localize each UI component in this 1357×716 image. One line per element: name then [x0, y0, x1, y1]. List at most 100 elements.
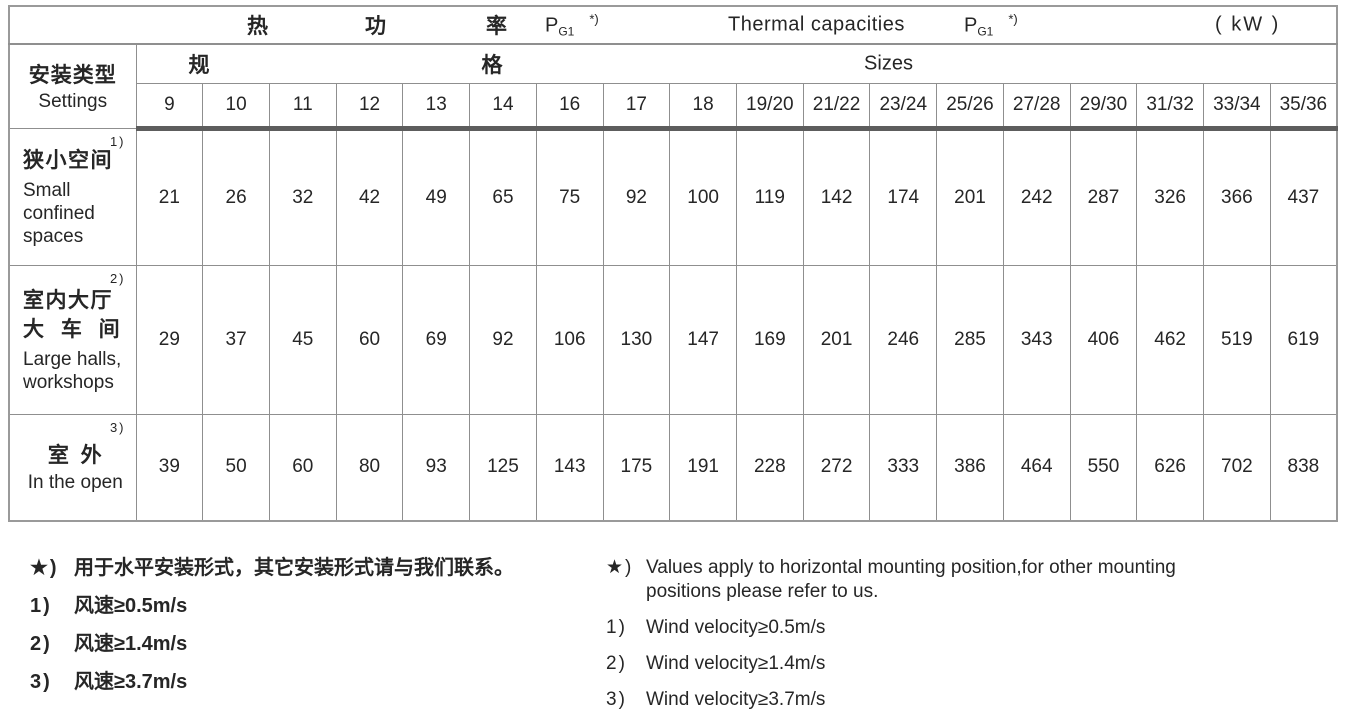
value-cell: 386 — [936, 413, 1004, 522]
value-cell: 142 — [802, 127, 871, 266]
title-zh-char-2: 功 — [365, 15, 386, 38]
value-cell: 69 — [402, 264, 471, 415]
settings-label-zh: 安装类型 — [28, 64, 117, 88]
value-cell: 343 — [1002, 264, 1071, 415]
row-small-confined-spaces: 1) 狭小空间 Small confined spaces 21 26 32 42 49… — [8, 127, 1338, 266]
value-cell: 242 — [1002, 127, 1071, 266]
size-header-cell: 13 — [402, 82, 471, 131]
star-mark: ★) — [30, 557, 59, 579]
row-label-zh: 室 外 — [47, 443, 103, 467]
size-header-cell: 11 — [268, 82, 337, 131]
value-cell: 106 — [535, 264, 604, 415]
value-cell: 272 — [802, 413, 871, 522]
sizes-band-cell: 规 格 Sizes — [135, 43, 1338, 84]
title-english: Thermal capacities — [728, 13, 905, 36]
symbol-pg1-en: PG1*) — [964, 11, 1018, 39]
value-cell: 26 — [202, 127, 270, 266]
value-cell: 60 — [268, 413, 337, 522]
size-header-cell: 19/20 — [735, 82, 804, 131]
value-cell: 191 — [669, 413, 737, 522]
size-header-cell: 23/24 — [869, 82, 938, 131]
value-cell: 838 — [1269, 413, 1338, 522]
size-header-cell: 12 — [335, 82, 404, 131]
row-in-the-open: 3) 室 外 In the open 39 50 60 80 93 125 143 175 19… — [8, 413, 1338, 522]
row-label-zh: 狭小空间 — [23, 148, 113, 172]
value-cell: 406 — [1069, 264, 1138, 415]
star-mark: ★) — [606, 557, 634, 578]
value-cell: 93 — [402, 413, 471, 522]
value-cell: 65 — [469, 127, 537, 266]
size-header-cell: 31/32 — [1136, 82, 1204, 131]
value-cell: 201 — [936, 127, 1004, 266]
settings-label-en: Settings — [38, 91, 108, 113]
footnote-star-en: ★) Values apply to horizontal mounting p… — [606, 557, 1176, 602]
size-header-cell: 9 — [135, 82, 204, 131]
spec-char-1: 规 — [188, 53, 210, 77]
footnotes-english: ★) Values apply to horizontal mounting p… — [606, 556, 1206, 716]
value-cell: 125 — [469, 413, 537, 522]
footnote-ref-1: 1) — [109, 133, 126, 149]
value-cell: 702 — [1203, 413, 1271, 522]
value-cell: 45 — [268, 264, 337, 415]
value-cell: 626 — [1136, 413, 1204, 522]
size-header-cell: 25/26 — [936, 82, 1004, 131]
footnote-1-zh: 1) 风速≥0.5m/s — [30, 595, 188, 617]
unit-label: ( kW ) — [1215, 13, 1281, 36]
sizes-band-row: 安装类型 Settings 规 格 Sizes — [8, 43, 1338, 129]
footnote-star-marker: *) — [1008, 11, 1018, 27]
row-label-en: Small confined spaces — [23, 179, 95, 247]
footnote-ref-3: 3) — [109, 419, 126, 435]
value-cell: 29 — [135, 264, 204, 415]
footnote-3-en: 3) Wind velocity≥3.7m/s — [606, 689, 826, 710]
footnote-ref-2: 2) — [109, 270, 126, 286]
size-header-row: 9 10 11 12 13 14 16 17 18 19/20 21/22 23/24 25/26 27/… — [9, 82, 1338, 131]
value-cell: 60 — [335, 264, 404, 415]
value-cell: 75 — [535, 127, 604, 266]
size-header-cell: 10 — [202, 82, 270, 131]
size-header-cell: 21/22 — [802, 82, 871, 131]
value-cell: 169 — [735, 264, 804, 415]
size-header-cell: 27/28 — [1002, 82, 1071, 131]
footnote-3-zh: 3) 风速≥3.7m/s — [30, 671, 188, 693]
row-label-large-halls: 2) 室内大厅 大 车 间 Large halls, workshops — [8, 264, 137, 415]
value-cell: 550 — [1069, 413, 1138, 522]
footnote-2-en: 2) Wind velocity≥1.4m/s — [606, 653, 826, 674]
value-cell: 21 — [135, 127, 204, 266]
value-cell: 92 — [469, 264, 537, 415]
table-title-cell: 热 功 率 PG1*) Thermal capacities PG1*) ( k… — [8, 5, 1338, 45]
value-cell: 228 — [735, 413, 804, 522]
value-cell: 49 — [402, 127, 471, 266]
value-cell: 437 — [1269, 127, 1338, 266]
spec-char-2: 格 — [481, 53, 503, 77]
value-cell: 42 — [335, 127, 404, 266]
value-cell: 175 — [602, 413, 671, 522]
size-header-cell: 29/30 — [1069, 82, 1138, 131]
value-cell: 80 — [335, 413, 404, 522]
value-cell: 519 — [1203, 264, 1271, 415]
value-cell: 366 — [1203, 127, 1271, 266]
footnote-star-zh: ★) 用于水平安装形式，其它安装形式请与我们联系。 — [30, 557, 514, 579]
footnote-star-marker: *) — [589, 11, 599, 27]
size-header-cell: 14 — [469, 82, 537, 131]
value-cell: 37 — [202, 264, 270, 415]
row-label-en: Large halls, workshops — [23, 348, 122, 393]
value-cell: 464 — [1002, 413, 1071, 522]
value-cell: 92 — [602, 127, 671, 266]
footnote-2-zh: 2) 风速≥1.4m/s — [30, 633, 188, 655]
value-cell: 462 — [1136, 264, 1204, 415]
value-cell: 285 — [936, 264, 1004, 415]
value-cell: 287 — [1069, 127, 1138, 266]
size-header-cell: 16 — [535, 82, 604, 131]
row-label-zh-line2: 大 车 间 — [23, 317, 122, 341]
footnotes-chinese: ★) 用于水平安装形式，其它安装形式请与我们联系。 1) 风速≥0.5m/s 2… — [30, 556, 570, 708]
value-cell: 39 — [135, 413, 204, 522]
footnote-1-en: 1) Wind velocity≥0.5m/s — [606, 617, 826, 638]
value-cell: 326 — [1136, 127, 1204, 266]
value-cell: 50 — [202, 413, 270, 522]
value-cell: 147 — [669, 264, 737, 415]
value-cell: 32 — [268, 127, 337, 266]
value-cell: 333 — [869, 413, 938, 522]
value-cell: 119 — [735, 127, 804, 266]
row-label-zh: 室内大厅 — [23, 288, 113, 312]
